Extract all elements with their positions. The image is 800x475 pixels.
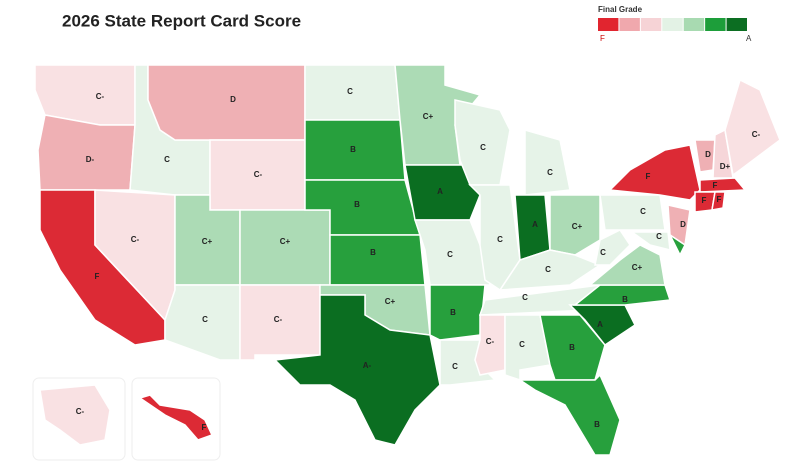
- state-grade: B: [354, 200, 360, 209]
- state-grade: C-: [96, 92, 105, 101]
- state: [587, 244, 666, 286]
- state-grade: C: [164, 155, 170, 164]
- state-grade: F: [702, 196, 707, 205]
- state: [517, 373, 621, 456]
- state-grade: C: [545, 265, 551, 274]
- legend-low: F: [600, 34, 605, 43]
- state: [594, 229, 631, 266]
- state-grade: C: [497, 235, 503, 244]
- state-grade: B: [569, 343, 575, 352]
- state-grade: C: [600, 248, 606, 257]
- state: [711, 191, 726, 211]
- inset-frame: [131, 377, 221, 461]
- legend-swatch: [683, 18, 705, 31]
- inset-frame: [32, 377, 126, 461]
- state: [549, 194, 601, 256]
- state-grade: D: [230, 95, 236, 104]
- state-grade: A: [532, 220, 538, 229]
- state-grade: A-: [363, 361, 372, 370]
- state-grade: C: [640, 207, 646, 216]
- state-grade: C-: [752, 130, 761, 139]
- state-grade: F: [646, 172, 651, 181]
- state: [413, 219, 491, 286]
- legend-high: A: [746, 34, 752, 43]
- state-grade: C: [522, 293, 528, 302]
- state-grade: C: [480, 143, 486, 152]
- state: [498, 249, 602, 291]
- state-grade: B: [370, 248, 376, 257]
- state-grade: C: [547, 168, 553, 177]
- state-grade: D: [705, 150, 711, 159]
- state-grade: B: [594, 420, 600, 429]
- state-grade: C+: [202, 237, 213, 246]
- state: [147, 64, 306, 141]
- state-grade: F: [717, 195, 722, 204]
- state-grade: C-: [274, 315, 283, 324]
- state-grade: A: [437, 187, 443, 196]
- state-grade: B: [622, 295, 628, 304]
- state-grade: B: [350, 145, 356, 154]
- legend-swatch: [705, 18, 726, 31]
- state-grade: C+: [280, 237, 291, 246]
- state: [524, 129, 571, 196]
- legend-swatch: [640, 18, 662, 31]
- state: [468, 184, 521, 292]
- state-grade: C+: [385, 297, 396, 306]
- legend-swatch: [726, 18, 747, 31]
- state-grade: D-: [86, 155, 95, 164]
- state: [429, 284, 486, 341]
- state-grade: C: [452, 362, 458, 371]
- state: [629, 231, 671, 251]
- state: [699, 177, 747, 193]
- legend-swatch: [619, 18, 640, 31]
- state: [608, 144, 701, 201]
- state-grade: C+: [632, 263, 643, 272]
- state-grade: A: [597, 320, 603, 329]
- state-grade: C-: [254, 170, 263, 179]
- state-grade: C: [347, 87, 353, 96]
- state: [239, 209, 331, 286]
- state: [37, 114, 136, 191]
- state: [668, 232, 686, 257]
- map-title: 2026 State Report Card Score: [62, 11, 301, 30]
- state-grade: F: [95, 272, 100, 281]
- state: [724, 78, 781, 177]
- state: [138, 394, 214, 441]
- state: [39, 384, 111, 446]
- state-grade: C-: [486, 337, 495, 346]
- legend-swatch: [598, 18, 619, 31]
- legend-swatch: [662, 18, 683, 31]
- state-grade: C-: [76, 407, 85, 416]
- state: [329, 234, 426, 286]
- state-grade: C: [202, 315, 208, 324]
- state-grade: C-: [131, 235, 140, 244]
- state-grade: F: [202, 423, 207, 432]
- state-grade: C: [447, 250, 453, 259]
- legend-title: Final Grade: [598, 5, 643, 14]
- state-grade: C: [656, 232, 662, 241]
- state-grade: C+: [572, 222, 583, 231]
- state: [599, 194, 666, 231]
- state-grade: D: [680, 220, 686, 229]
- state-grade: C: [519, 340, 525, 349]
- state: [273, 294, 441, 446]
- state: [572, 284, 672, 306]
- state-grade: B: [450, 308, 456, 317]
- state-grade: C+: [423, 112, 434, 121]
- state-grade: F: [713, 181, 718, 190]
- state: [404, 164, 481, 221]
- state-grade: D+: [720, 162, 731, 171]
